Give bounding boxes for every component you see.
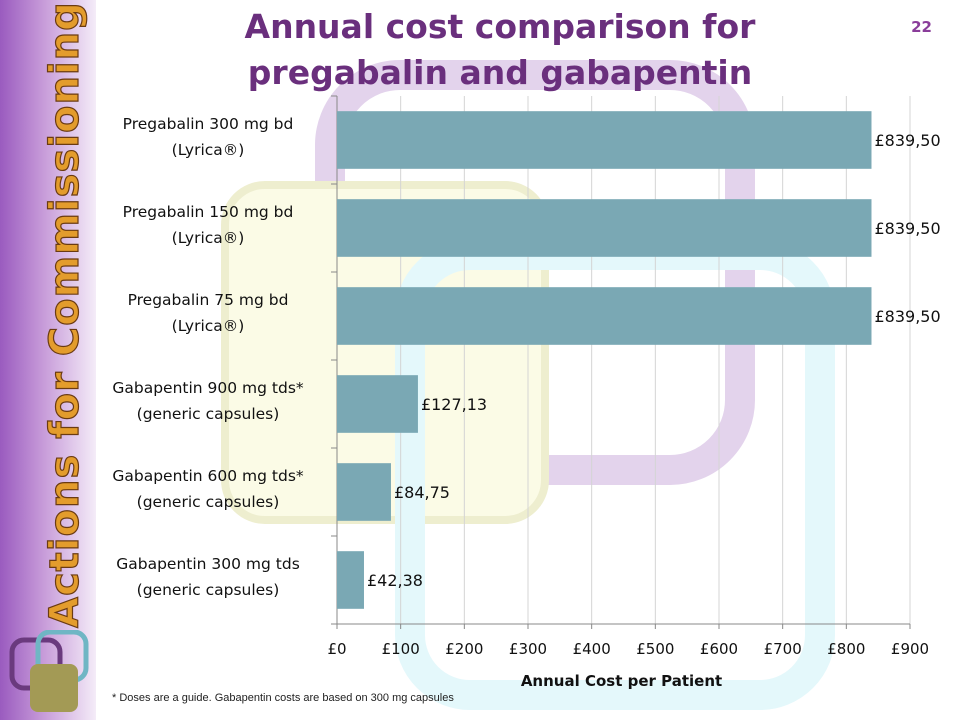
title-line-1: Annual cost comparison for [244,7,756,46]
x-tick-label: £900 [891,640,929,658]
bar-value-label: £127,13 [421,395,487,414]
x-tick-label: £0 [327,640,346,658]
category-label-line: Gabapentin 900 mg tds* [112,379,304,397]
bar-value-label: £42,38 [367,571,423,590]
bar [337,111,872,169]
bar [337,463,391,521]
left-decorative-band [0,0,96,720]
category-label-line: Gabapentin 600 mg tds* [112,467,304,485]
category-label-line: Pregabalin 300 mg bd [123,115,294,133]
category-label-line: (generic capsules) [137,581,280,599]
bar-value-label: £84,75 [394,483,450,502]
category-label: Gabapentin 900 mg tds* (generic capsules) [112,379,304,423]
footnote: * Doses are a guide. Gabapentin costs ar… [112,692,454,704]
category-label-line: Pregabalin 150 mg bd [123,203,294,221]
category-label-line: (generic capsules) [137,405,280,423]
x-tick-label: £500 [636,640,674,658]
bar [337,375,418,433]
slide-title: Annual cost comparison for pregabalin an… [150,4,850,96]
x-tick-label: £600 [700,640,738,658]
category-label: Pregabalin 75 mg bd (Lyrica®) [128,291,289,335]
category-label-line: Gabapentin 300 mg tds [116,555,300,573]
bar-value-label: £839,50 [874,307,940,326]
x-tick-label: £100 [382,640,420,658]
category-label-line: (generic capsules) [137,493,280,511]
category-label: Gabapentin 300 mg tds (generic capsules) [116,555,300,599]
bar [337,551,364,609]
x-tick-label: £800 [827,640,865,658]
category-label-line: (Lyrica®) [172,141,245,159]
bar [337,199,872,257]
category-label: Pregabalin 150 mg bd (Lyrica®) [123,203,294,247]
title-line-2: pregabalin and gabapentin [247,53,753,92]
category-label: Gabapentin 600 mg tds* (generic capsules) [112,467,304,511]
category-label: Pregabalin 300 mg bd (Lyrica®) [123,115,294,159]
x-axis-title: Annual Cost per Patient [521,672,722,690]
x-tick-label: £700 [764,640,802,658]
category-label-line: (Lyrica®) [172,317,245,335]
x-tick-label: £200 [445,640,483,658]
bar [337,287,872,345]
category-label-line: (Lyrica®) [172,229,245,247]
x-tick-label: £300 [509,640,547,658]
page-number: 22 [911,18,932,36]
x-tick-label: £400 [573,640,611,658]
bar-value-label: £839,50 [874,131,940,150]
brand-logo [9,630,89,712]
category-label-line: Pregabalin 75 mg bd [128,291,289,309]
bar-value-label: £839,50 [874,219,940,238]
